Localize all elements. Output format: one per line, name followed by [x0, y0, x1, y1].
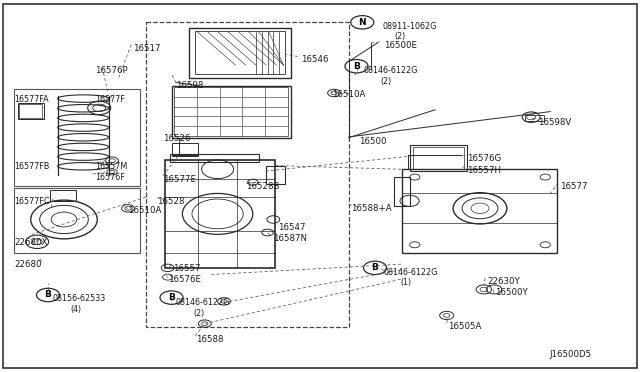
Bar	[172, 143, 198, 156]
Circle shape	[160, 291, 183, 304]
Text: 16526: 16526	[163, 134, 191, 143]
Text: 16500E: 16500E	[384, 41, 417, 50]
Text: 16587N: 16587N	[273, 234, 307, 243]
Text: 16576G: 16576G	[467, 154, 502, 163]
Bar	[19, 104, 42, 118]
Bar	[146, 22, 349, 327]
Text: 16577F: 16577F	[95, 95, 125, 104]
Bar	[525, 115, 544, 121]
Bar	[170, 154, 259, 162]
Bar	[18, 103, 44, 119]
Text: 16500: 16500	[359, 137, 387, 146]
Text: 16557M: 16557M	[95, 162, 127, 171]
Bar	[172, 86, 291, 138]
Text: 16577FC: 16577FC	[14, 197, 49, 206]
Bar	[189, 28, 291, 78]
Text: 22630Y: 22630Y	[488, 277, 520, 286]
Text: (1): (1)	[401, 278, 412, 287]
Text: 16557: 16557	[173, 264, 200, 273]
Bar	[14, 89, 140, 186]
Text: 16588: 16588	[196, 335, 224, 344]
Text: 16557H: 16557H	[467, 166, 501, 174]
Text: 16577E: 16577E	[163, 175, 196, 184]
Text: B: B	[45, 291, 51, 299]
Text: 16576F: 16576F	[95, 173, 124, 182]
Text: 08146-6122G: 08146-6122G	[175, 298, 230, 307]
Text: J16500D5: J16500D5	[549, 350, 591, 359]
Circle shape	[364, 261, 387, 275]
Bar	[394, 177, 410, 206]
Text: 16547: 16547	[278, 223, 306, 232]
Bar	[195, 31, 285, 74]
Text: 16528: 16528	[157, 197, 184, 206]
Text: N: N	[358, 18, 366, 27]
Text: 16577FB: 16577FB	[14, 162, 49, 171]
Text: 16528B: 16528B	[246, 182, 280, 191]
Bar	[14, 188, 140, 253]
Text: (4): (4)	[70, 305, 81, 314]
Text: (2): (2)	[394, 32, 406, 41]
Polygon shape	[357, 20, 372, 28]
Circle shape	[36, 288, 60, 302]
Bar	[413, 147, 464, 169]
Text: 16510A: 16510A	[332, 90, 365, 99]
Text: 08911-1062G: 08911-1062G	[383, 22, 437, 31]
Text: 08146-6122G: 08146-6122G	[384, 268, 438, 277]
Text: 16510A: 16510A	[128, 206, 161, 215]
Text: 16598V: 16598V	[538, 118, 571, 127]
Text: (2): (2)	[193, 309, 205, 318]
Text: 16576P: 16576P	[95, 66, 127, 75]
Circle shape	[345, 60, 368, 73]
Bar	[266, 166, 285, 184]
Text: 08156-62533: 08156-62533	[52, 294, 106, 303]
Text: 16517: 16517	[133, 44, 161, 53]
Bar	[174, 87, 288, 136]
Text: 16500Y: 16500Y	[495, 288, 528, 297]
Text: 16588+A: 16588+A	[351, 204, 391, 213]
Text: 16577: 16577	[560, 182, 588, 191]
Circle shape	[351, 16, 374, 29]
Text: 16505A: 16505A	[448, 322, 481, 331]
Text: 08146-6122G: 08146-6122G	[364, 66, 418, 75]
Text: 16546: 16546	[301, 55, 328, 64]
Text: 16598: 16598	[176, 81, 204, 90]
Text: B: B	[372, 263, 378, 272]
Bar	[165, 160, 275, 268]
Text: (2): (2)	[380, 77, 392, 86]
Text: 22680: 22680	[14, 260, 42, 269]
Text: B: B	[353, 62, 360, 71]
Text: 16577FA: 16577FA	[14, 95, 49, 104]
Text: 22680X: 22680X	[14, 238, 47, 247]
Bar	[50, 190, 76, 201]
Bar	[402, 169, 557, 253]
Text: B: B	[168, 293, 175, 302]
Text: 16576E: 16576E	[168, 275, 201, 284]
Bar	[410, 145, 467, 171]
